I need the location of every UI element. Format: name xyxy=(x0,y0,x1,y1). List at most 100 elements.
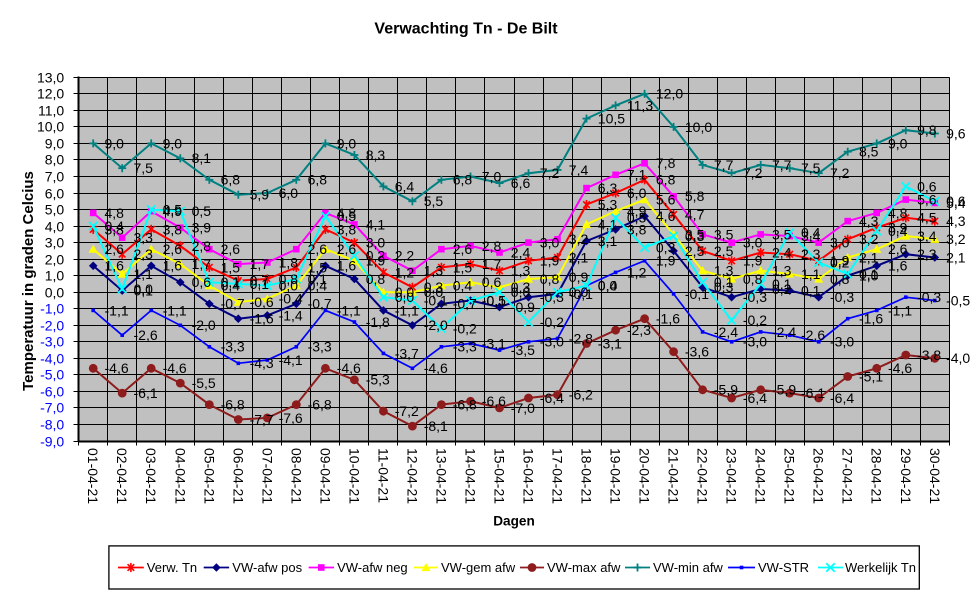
svg-text:2,3: 2,3 xyxy=(134,246,154,262)
svg-text:26-04-21: 26-04-21 xyxy=(811,448,827,504)
svg-text:4,3: 4,3 xyxy=(946,213,966,229)
svg-text:0,3: 0,3 xyxy=(424,279,444,295)
svg-text:-6,8: -6,8 xyxy=(221,397,245,413)
svg-text:0,0: 0,0 xyxy=(511,284,531,300)
svg-text:0,0: 0,0 xyxy=(598,278,618,294)
svg-text:3,0: 3,0 xyxy=(743,235,763,251)
svg-text:1,5: 1,5 xyxy=(453,259,473,275)
svg-text:0,0: 0,0 xyxy=(45,284,65,300)
svg-text:7,0: 7,0 xyxy=(45,168,65,184)
svg-text:0,4: 0,4 xyxy=(308,278,328,294)
svg-text:12-04-21: 12-04-21 xyxy=(404,448,420,504)
svg-text:2,6: 2,6 xyxy=(105,241,125,257)
svg-text:23-04-21: 23-04-21 xyxy=(724,448,740,504)
svg-text:-6,4: -6,4 xyxy=(743,390,767,406)
svg-text:-2,0: -2,0 xyxy=(192,317,216,333)
svg-text:-6,0: -6,0 xyxy=(40,383,64,399)
svg-text:7,0: 7,0 xyxy=(482,168,502,184)
svg-text:7,2: 7,2 xyxy=(743,165,763,181)
svg-text:-3,0: -3,0 xyxy=(40,333,64,349)
svg-text:0,0: 0,0 xyxy=(395,289,415,305)
svg-text:1,8: 1,8 xyxy=(279,254,299,270)
svg-text:7,2: 7,2 xyxy=(540,165,560,181)
svg-text:VW-afw neg: VW-afw neg xyxy=(337,560,408,575)
svg-text:0,2: 0,2 xyxy=(830,254,850,270)
svg-text:2,0: 2,0 xyxy=(45,251,65,267)
svg-text:-5,0: -5,0 xyxy=(40,366,64,382)
svg-text:-4,6: -4,6 xyxy=(163,360,187,376)
svg-text:07-04-21: 07-04-21 xyxy=(259,448,275,504)
svg-text:0,3: 0,3 xyxy=(656,240,676,256)
svg-text:1,9: 1,9 xyxy=(366,253,386,269)
svg-text:4,8: 4,8 xyxy=(337,205,357,221)
svg-text:6,4: 6,4 xyxy=(395,178,415,194)
svg-text:3,5: 3,5 xyxy=(772,226,792,242)
svg-text:-4,6: -4,6 xyxy=(105,360,129,376)
svg-text:-3,6: -3,6 xyxy=(685,344,709,360)
svg-text:7,5: 7,5 xyxy=(134,160,154,176)
svg-text:2,6: 2,6 xyxy=(453,241,473,257)
svg-text:1,6: 1,6 xyxy=(163,258,183,274)
svg-text:-7,0: -7,0 xyxy=(40,399,64,415)
svg-text:6,8: 6,8 xyxy=(656,172,676,188)
svg-text:0,1: 0,1 xyxy=(801,283,821,299)
svg-text:3,9: 3,9 xyxy=(192,220,212,236)
svg-text:24-04-21: 24-04-21 xyxy=(753,448,769,504)
svg-text:VW-STR: VW-STR xyxy=(758,560,809,575)
svg-text:7,4: 7,4 xyxy=(569,162,589,178)
svg-text:1,1: 1,1 xyxy=(801,266,821,282)
svg-text:-4,0: -4,0 xyxy=(946,350,970,366)
svg-text:1,1: 1,1 xyxy=(134,266,154,282)
svg-text:5,9: 5,9 xyxy=(250,187,270,203)
svg-text:3,0: 3,0 xyxy=(45,234,65,250)
svg-text:3,0: 3,0 xyxy=(830,235,850,251)
svg-text:25-04-21: 25-04-21 xyxy=(782,448,798,504)
svg-text:28-04-21: 28-04-21 xyxy=(869,448,885,504)
svg-text:02-04-21: 02-04-21 xyxy=(114,448,130,504)
svg-text:-0,9: -0,9 xyxy=(511,299,535,315)
svg-text:-0,2: -0,2 xyxy=(540,314,564,330)
svg-text:0,1: 0,1 xyxy=(308,271,328,287)
svg-text:0,1: 0,1 xyxy=(134,283,154,299)
svg-text:-1,4: -1,4 xyxy=(279,307,303,323)
svg-text:-2,6: -2,6 xyxy=(134,327,158,343)
svg-text:0,2: 0,2 xyxy=(772,281,792,297)
svg-text:-1,1: -1,1 xyxy=(888,302,912,318)
svg-text:12,0: 12,0 xyxy=(656,86,683,102)
svg-text:09-04-21: 09-04-21 xyxy=(317,448,333,504)
svg-text:3,8: 3,8 xyxy=(627,221,647,237)
svg-text:-2,0: -2,0 xyxy=(424,317,448,333)
svg-text:0,3: 0,3 xyxy=(685,228,705,244)
svg-text:2,4: 2,4 xyxy=(772,244,792,260)
svg-text:2,8: 2,8 xyxy=(192,238,212,254)
svg-text:-0,1: -0,1 xyxy=(424,292,448,308)
svg-text:08-04-21: 08-04-21 xyxy=(288,448,304,504)
svg-text:-5,9: -5,9 xyxy=(772,382,796,398)
svg-text:-0,3: -0,3 xyxy=(830,289,854,305)
svg-text:0,4: 0,4 xyxy=(598,278,618,294)
svg-text:-0,6: -0,6 xyxy=(250,294,274,310)
svg-text:9,0: 9,0 xyxy=(45,135,65,151)
svg-text:-0,1: -0,1 xyxy=(569,286,593,302)
svg-text:-5,3: -5,3 xyxy=(366,372,390,388)
svg-text:-5,5: -5,5 xyxy=(192,375,216,391)
svg-text:-1,1: -1,1 xyxy=(163,302,187,318)
svg-text:-2,6: -2,6 xyxy=(801,327,825,343)
svg-text:2,5: 2,5 xyxy=(685,243,705,259)
svg-text:-1,8: -1,8 xyxy=(366,314,390,330)
svg-text:VW-max afw: VW-max afw xyxy=(547,560,621,575)
svg-text:4,1: 4,1 xyxy=(598,216,618,232)
svg-text:-1,1: -1,1 xyxy=(105,302,129,318)
svg-text:4,6: 4,6 xyxy=(656,208,676,224)
svg-text:-0,7: -0,7 xyxy=(453,296,477,312)
svg-text:3,8: 3,8 xyxy=(105,221,125,237)
svg-text:Verwachting Tn - De Bilt: Verwachting Tn - De Bilt xyxy=(374,21,558,38)
svg-text:Dagen: Dagen xyxy=(493,514,535,529)
svg-text:-2,4: -2,4 xyxy=(772,324,796,340)
svg-text:11,0: 11,0 xyxy=(38,102,64,118)
svg-text:0,1: 0,1 xyxy=(221,274,241,290)
svg-text:3,2: 3,2 xyxy=(946,231,966,247)
svg-text:0,4: 0,4 xyxy=(888,223,908,239)
svg-text:-0,7: -0,7 xyxy=(221,296,245,312)
svg-text:-2,3: -2,3 xyxy=(627,322,651,338)
